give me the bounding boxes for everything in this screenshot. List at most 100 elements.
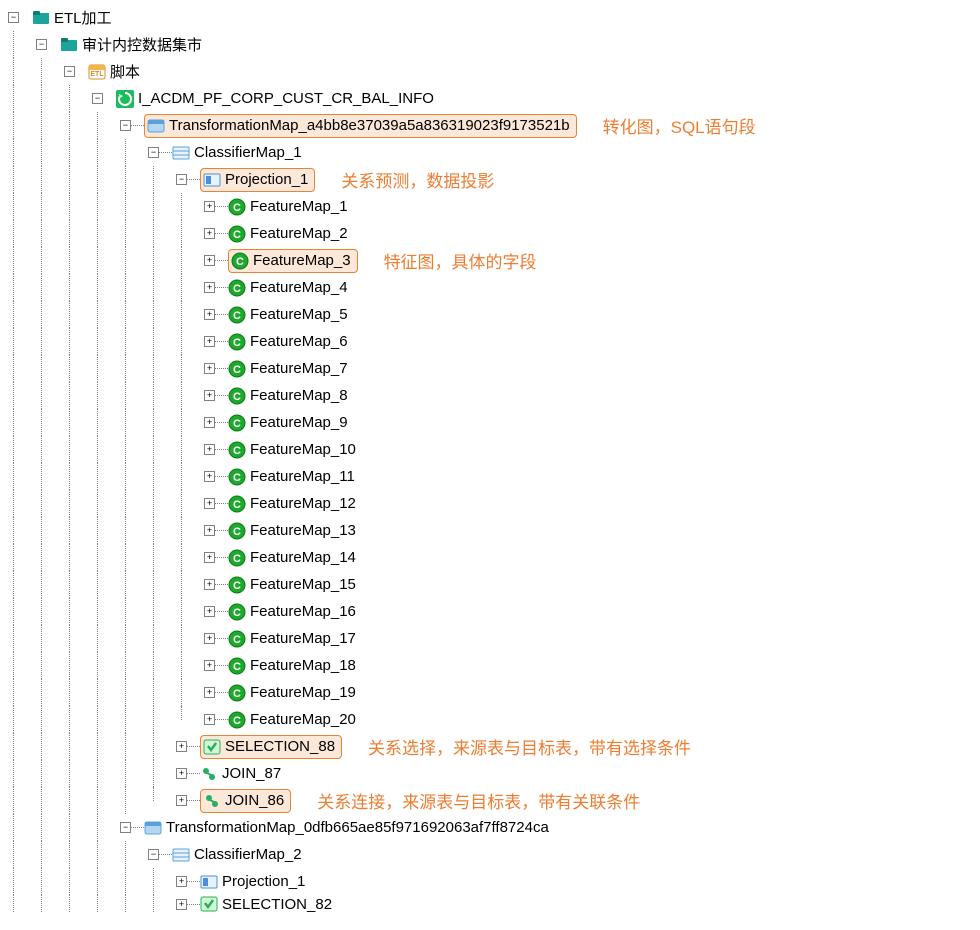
tree-node[interactable]: − 审计内控数据集市 (4, 31, 976, 58)
annotation-text: 关系预测，数据投影 (341, 167, 494, 192)
toggle-collapse-icon[interactable]: − (176, 174, 187, 185)
tree-node-feature[interactable]: + FeatureMap_15 (4, 571, 976, 598)
tree-node-feature[interactable]: +FeatureMap_9 (4, 409, 976, 436)
tree-node[interactable]: − ClassifierMap_1 (4, 139, 976, 166)
toggle-collapse-icon[interactable]: − (148, 147, 159, 158)
feature-icon (228, 225, 246, 243)
toggle-expand-icon[interactable]: + (204, 660, 215, 671)
tree-node-feature[interactable]: + FeatureMap_10 (4, 436, 976, 463)
node-label: FeatureMap_19 (248, 684, 358, 701)
node-label: FeatureMap_15 (248, 576, 358, 593)
toggle-expand-icon[interactable]: + (204, 579, 215, 590)
toggle-collapse-icon[interactable]: − (148, 849, 159, 860)
folder-icon (60, 36, 78, 54)
toggle-expand-icon[interactable]: + (204, 633, 215, 644)
node-label: FeatureMap_10 (248, 441, 358, 458)
tree-node-feature[interactable]: + FeatureMap_19 (4, 679, 976, 706)
selection-icon (200, 895, 218, 913)
node-label: Projection_1 (220, 873, 307, 890)
highlight-box: TransformationMap_a4bb8e37039a5a83631902… (144, 114, 577, 138)
tree-node[interactable]: − I_ACDM_PF_CORP_CUST_CR_BAL_INFO (4, 85, 976, 112)
toggle-expand-icon[interactable]: + (176, 795, 187, 806)
toggle-expand-icon[interactable]: + (204, 282, 215, 293)
toggle-expand-icon[interactable]: + (204, 498, 215, 509)
toggle-expand-icon[interactable]: + (204, 309, 215, 320)
toggle-expand-icon[interactable]: + (176, 768, 187, 779)
highlight-box: JOIN_86 (200, 789, 291, 813)
toggle-expand-icon[interactable]: + (204, 606, 215, 617)
tree-node[interactable]: − ClassifierMap_2 (4, 841, 976, 868)
tree-node-feature[interactable]: +FeatureMap_7 (4, 355, 976, 382)
tree-node-feature[interactable]: +FeatureMap_4 (4, 274, 976, 301)
toggle-expand-icon[interactable]: + (204, 525, 215, 536)
feature-icon (228, 630, 246, 648)
tree-node-feature[interactable]: +FeatureMap_5 (4, 301, 976, 328)
tree-node-feature[interactable]: +FeatureMap_2 (4, 220, 976, 247)
tree-node-transformation-map[interactable]: − TransformationMap_0dfb665ae85f97169206… (4, 814, 976, 841)
tree-node-projection[interactable]: − Projection_1 关系预测，数据投影 (4, 166, 976, 193)
highlight-box: SELECTION_88 (200, 735, 342, 759)
node-label: FeatureMap_16 (248, 603, 358, 620)
tree-node-selection[interactable]: + SELECTION_88 关系选择，来源表与目标表，带有选择条件 (4, 733, 976, 760)
map-icon (144, 819, 162, 837)
toggle-expand-icon[interactable]: + (204, 417, 215, 428)
toggle-collapse-icon[interactable]: − (92, 93, 103, 104)
toggle-expand-icon[interactable]: + (176, 876, 187, 887)
toggle-collapse-icon[interactable]: − (8, 12, 19, 23)
tree-node[interactable]: − 脚本 (4, 58, 976, 85)
feature-icon (228, 198, 246, 216)
node-label: FeatureMap_13 (248, 522, 358, 539)
tree-node-feature[interactable]: + FeatureMap_16 (4, 598, 976, 625)
tree-node-feature[interactable]: +FeatureMap_3特征图，具体的字段 (4, 247, 976, 274)
node-label: FeatureMap_1 (248, 198, 350, 215)
tree-node-feature[interactable]: +FeatureMap_12 (4, 490, 976, 517)
feature-icon (228, 549, 246, 567)
highlight-box: Projection_1 (200, 168, 315, 192)
toggle-collapse-icon[interactable]: − (120, 822, 131, 833)
tree-node-root[interactable]: − ETL加工 (4, 4, 976, 31)
tree-node-selection[interactable]: + SELECTION_82 (4, 895, 976, 913)
refresh-icon (116, 90, 134, 108)
feature-icon (228, 306, 246, 324)
node-label: TransformationMap_0dfb665ae85f971692063a… (164, 819, 551, 836)
toggle-collapse-icon[interactable]: − (120, 120, 131, 131)
node-label: FeatureMap_6 (248, 333, 350, 350)
toggle-collapse-icon[interactable]: − (64, 66, 75, 77)
tree-node-feature[interactable]: + FeatureMap_1 (4, 193, 976, 220)
toggle-expand-icon[interactable]: + (204, 714, 215, 725)
feature-icon (228, 684, 246, 702)
classifier-icon (172, 846, 190, 864)
tree-node-feature[interactable]: +FeatureMap_18 (4, 652, 976, 679)
toggle-expand-icon[interactable]: + (204, 552, 215, 563)
projection-icon (203, 171, 221, 189)
node-label: FeatureMap_8 (248, 387, 350, 404)
tree-node-feature[interactable]: + FeatureMap_13 (4, 517, 976, 544)
toggle-expand-icon[interactable]: + (204, 201, 215, 212)
tree-node-transformation-map[interactable]: − TransformationMap_a4bb8e37039a5a836319… (4, 112, 976, 139)
tree-node-feature[interactable]: +FeatureMap_14 (4, 544, 976, 571)
toggle-expand-icon[interactable]: + (204, 255, 215, 266)
toggle-expand-icon[interactable]: + (176, 899, 187, 910)
tree-node-feature[interactable]: + FeatureMap_6 (4, 328, 976, 355)
toggle-expand-icon[interactable]: + (204, 444, 215, 455)
node-label: ClassifierMap_2 (192, 846, 304, 863)
tree-node-feature[interactable]: +FeatureMap_11 (4, 463, 976, 490)
toggle-expand-icon[interactable]: + (204, 336, 215, 347)
tree-node-feature[interactable]: + FeatureMap_8 (4, 382, 976, 409)
toggle-collapse-icon[interactable]: − (36, 39, 47, 50)
node-label: JOIN_86 (223, 792, 286, 809)
tree-node-feature[interactable]: +FeatureMap_20 (4, 706, 976, 733)
toggle-expand-icon[interactable]: + (204, 687, 215, 698)
tree-node-join[interactable]: + JOIN_86 关系连接，来源表与目标表，带有关联条件 (4, 787, 976, 814)
toggle-expand-icon[interactable]: + (204, 390, 215, 401)
tree-node-join[interactable]: + JOIN_87 (4, 760, 976, 787)
tree-node-feature[interactable]: +FeatureMap_17 (4, 625, 976, 652)
annotation-text: 关系连接，来源表与目标表，带有关联条件 (317, 788, 640, 813)
selection-icon (203, 738, 221, 756)
toggle-expand-icon[interactable]: + (176, 741, 187, 752)
tree-node-projection[interactable]: + Projection_1 (4, 868, 976, 895)
toggle-expand-icon[interactable]: + (204, 363, 215, 374)
toggle-expand-icon[interactable]: + (204, 471, 215, 482)
map-icon (147, 117, 165, 135)
toggle-expand-icon[interactable]: + (204, 228, 215, 239)
